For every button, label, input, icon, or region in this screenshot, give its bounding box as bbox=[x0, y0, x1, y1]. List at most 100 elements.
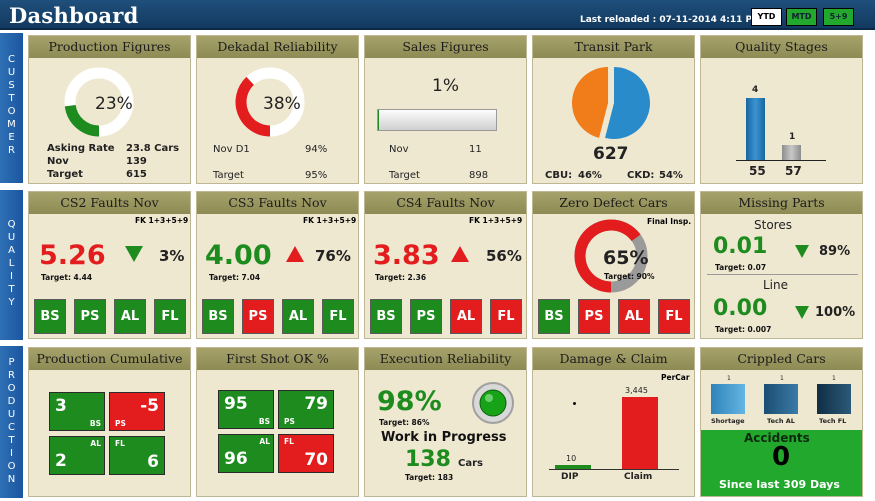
asking-rate-label: Asking Rate bbox=[47, 143, 115, 154]
cs3-target: Target: 7.04 bbox=[209, 273, 261, 282]
tile-bs[interactable]: 3 BS bbox=[49, 392, 105, 431]
gauge-progress-arc bbox=[235, 76, 271, 137]
bar-value-label: 1 bbox=[780, 375, 784, 382]
cbu-value: 46% bbox=[578, 170, 602, 181]
production-gauge bbox=[64, 67, 134, 137]
fk-5-9-button[interactable]: 5+9 bbox=[823, 8, 854, 26]
x-tick-label: Tech FL bbox=[819, 417, 847, 425]
ckd-label: CKD: bbox=[627, 170, 655, 181]
ps-button[interactable]: PS bbox=[74, 299, 106, 334]
gauge-progress-arc bbox=[574, 219, 641, 293]
al-button[interactable]: AL bbox=[282, 299, 314, 334]
bar-label-top: 1 bbox=[789, 131, 796, 142]
nov-d1-value: 94% bbox=[305, 144, 328, 155]
pie-slice-cbu bbox=[572, 67, 608, 138]
ps-button[interactable]: PS bbox=[410, 299, 442, 334]
bs-button[interactable]: BS bbox=[34, 299, 66, 334]
panel-title: Zero Defect Cars bbox=[533, 192, 694, 214]
tile-al[interactable]: AL 2 bbox=[49, 436, 105, 475]
cs4-value: 3.83 bbox=[373, 240, 440, 271]
panel-title: Damage & Claim bbox=[533, 348, 694, 370]
mtd-button[interactable]: MTD bbox=[786, 8, 817, 26]
ps-button[interactable]: PS bbox=[242, 299, 274, 334]
zero-defect-target: Target: 90% bbox=[604, 272, 655, 281]
dekadal-pct: 38% bbox=[263, 94, 301, 114]
wip-value: 138 bbox=[405, 447, 451, 472]
panel-title: CS2 Faults Nov bbox=[29, 192, 190, 214]
tile-fl[interactable]: FL 6 bbox=[109, 436, 165, 475]
bar-tech-fl bbox=[817, 384, 851, 414]
panel-title: CS3 Faults Nov bbox=[197, 192, 358, 214]
transit-pie bbox=[572, 67, 650, 139]
transit-park-panel: Transit Park 627 CBU: 46% CKD: 54% bbox=[532, 35, 695, 184]
last-reloaded-text: Last reloaded : 07-11-2014 4:11 PM bbox=[580, 15, 762, 25]
target-value: 898 bbox=[469, 170, 489, 181]
stores-label: Stores bbox=[754, 218, 792, 232]
divider bbox=[707, 274, 858, 275]
zero-defect-gauge bbox=[574, 219, 648, 293]
tile-fl[interactable]: FL 70 bbox=[278, 434, 334, 473]
bar-label-bottom: 55 bbox=[749, 164, 766, 178]
up-triangle-icon bbox=[451, 246, 469, 262]
target-label: Target bbox=[213, 170, 244, 181]
al-button[interactable]: AL bbox=[618, 299, 650, 334]
ps-button[interactable]: PS bbox=[578, 299, 610, 334]
crippled-cars-panel: Crippled Cars 1 1 1 Shortage Tech AL Tec… bbox=[700, 347, 863, 497]
cs3-pct: 76% bbox=[315, 247, 351, 265]
page-title: Dashboard bbox=[9, 3, 139, 28]
x-tick-label: DIP bbox=[561, 472, 579, 482]
wip-target: Target: 183 bbox=[405, 473, 454, 482]
nov-value: 11 bbox=[469, 144, 482, 155]
sales-figures-panel: Sales Figures 1% Nov 11 Target 898 bbox=[364, 35, 527, 184]
sales-progress-track bbox=[377, 109, 497, 131]
fl-button[interactable]: FL bbox=[322, 299, 354, 334]
panel-title: Crippled Cars bbox=[701, 348, 862, 370]
panel-title: Production Figures bbox=[29, 36, 190, 58]
header-bar: Dashboard Last reloaded : 07-11-2014 4:1… bbox=[0, 0, 875, 30]
sales-pct: 1% bbox=[432, 76, 459, 96]
down-triangle-icon bbox=[125, 246, 143, 262]
down-triangle-icon bbox=[795, 245, 809, 258]
missing-parts-panel: Missing Parts Stores 0.01 89% Target: 0.… bbox=[700, 191, 863, 339]
x-tick-label: Claim bbox=[624, 472, 653, 482]
fl-button[interactable]: FL bbox=[154, 299, 186, 334]
accidents-value: 0 bbox=[772, 442, 791, 472]
bs-button[interactable]: BS bbox=[538, 299, 570, 334]
exec-pct: 98% bbox=[377, 386, 442, 417]
dekadal-reliability-panel: Dekadal Reliability 38% Nov D1 94% Targe… bbox=[196, 35, 359, 184]
line-pct: 100% bbox=[815, 305, 856, 320]
bar-label-top: 4 bbox=[752, 85, 759, 95]
bar-value-label: 10 bbox=[566, 454, 577, 463]
panel-title: Production Cumulative bbox=[29, 348, 190, 370]
panel-title: Transit Park bbox=[533, 36, 694, 58]
stores-pct: 89% bbox=[819, 244, 851, 259]
al-button[interactable]: AL bbox=[114, 299, 146, 334]
dekadal-gauge bbox=[235, 67, 305, 137]
fl-button[interactable]: FL bbox=[490, 299, 522, 334]
al-button[interactable]: AL bbox=[450, 299, 482, 334]
nov-label: Nov bbox=[389, 144, 409, 155]
bs-button[interactable]: BS bbox=[202, 299, 234, 334]
nov-d1-label: Nov D1 bbox=[213, 144, 250, 155]
ytd-button[interactable]: YTD bbox=[751, 8, 782, 26]
fl-button[interactable]: FL bbox=[658, 299, 690, 334]
line-label: Line bbox=[763, 278, 789, 292]
cs2-target: Target: 4.44 bbox=[41, 273, 93, 282]
chart-baseline bbox=[736, 160, 826, 161]
quality-stages-panel: Quality Stages 4 1 55 57 bbox=[700, 35, 863, 184]
target-value: 95% bbox=[305, 170, 328, 181]
bs-button[interactable]: BS bbox=[370, 299, 402, 334]
chart-baseline bbox=[549, 469, 679, 470]
bar-dip bbox=[555, 465, 591, 469]
tile-ps[interactable]: -5 PS bbox=[109, 392, 165, 431]
panel-title: Execution Reliability bbox=[365, 348, 526, 370]
tile-al[interactable]: AL 96 bbox=[218, 434, 274, 473]
tile-bs[interactable]: 95 BS bbox=[218, 390, 274, 429]
tile-ps[interactable]: 79 PS bbox=[278, 390, 334, 429]
cs2-value: 5.26 bbox=[39, 240, 106, 271]
bar-label-bottom: 57 bbox=[785, 164, 802, 178]
cs2-pct: 3% bbox=[159, 247, 185, 265]
